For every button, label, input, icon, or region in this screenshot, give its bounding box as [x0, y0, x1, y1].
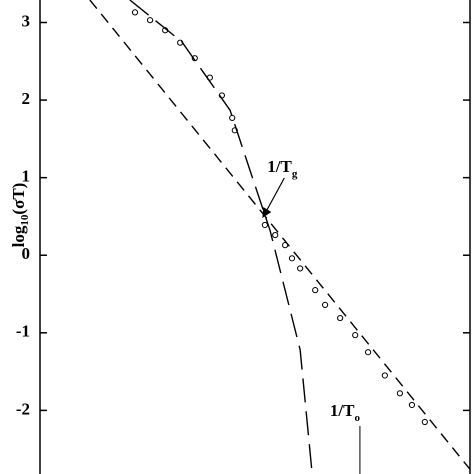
y-tick-label: 2	[22, 89, 31, 108]
data-point	[352, 332, 359, 339]
data-point	[381, 372, 388, 379]
data-point	[261, 221, 268, 229]
data-point	[272, 231, 279, 239]
fit-line	[129, 0, 313, 474]
annotation-main: 1/T	[330, 401, 355, 420]
data-point	[229, 114, 236, 122]
annotation-main: 1/T	[267, 157, 292, 176]
y-tick-label: -2	[16, 399, 30, 418]
y-label-main: log	[9, 225, 28, 247]
y-tick-label: -1	[16, 322, 30, 341]
annotation-arrow	[264, 177, 285, 214]
data-point	[321, 301, 329, 308]
annotation-sub: o	[354, 411, 360, 423]
data-point	[131, 9, 139, 16]
data-point	[396, 390, 404, 397]
data-point	[337, 314, 344, 322]
fit-line	[89, 0, 471, 470]
y-label-rest: (σT)	[9, 183, 28, 215]
data-point	[421, 418, 428, 426]
data-point	[288, 255, 296, 262]
arrow-head	[262, 206, 272, 218]
data-point	[408, 401, 416, 409]
data-point	[312, 287, 319, 294]
y-tick-label: 3	[22, 11, 31, 30]
y-label-sub: 10	[19, 214, 31, 226]
y-tick-label: 1	[22, 167, 31, 186]
annotation-sub: g	[292, 168, 298, 180]
annotation-label: 1/Tg	[267, 157, 298, 180]
y-axis-label: log10(σT)	[9, 183, 31, 248]
data-point	[297, 265, 304, 272]
annotation-label: 1/To	[330, 401, 361, 424]
y-tick-label: 0	[22, 244, 31, 263]
data-point	[364, 349, 372, 356]
data-point	[146, 17, 154, 24]
